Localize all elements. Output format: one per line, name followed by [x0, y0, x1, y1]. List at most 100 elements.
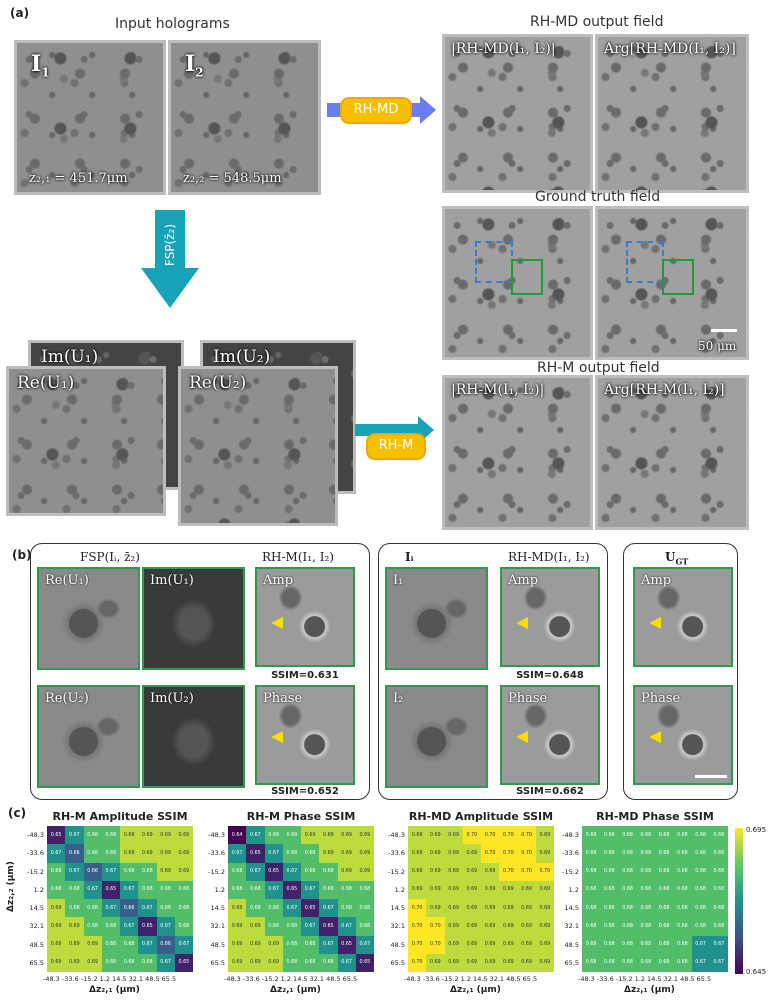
heatmap-cell: 0.69 [156, 844, 175, 863]
heatmap-cell: 0.68 [156, 899, 175, 918]
heatmap-cell: 0.68 [618, 953, 637, 972]
panel-b-group-2 [378, 543, 608, 800]
heatmap-cell: 0.68 [101, 935, 120, 954]
heatmap-cell: 0.68 [618, 862, 637, 881]
heatmap-cell: 0.70 [517, 844, 536, 863]
heatmap-cell: 0.69 [481, 880, 500, 899]
heatmap-cell: 0.70 [499, 826, 518, 845]
heatmap-cell: 0.68 [618, 917, 637, 936]
heatmap-cell: 0.68 [618, 880, 637, 899]
heatmap-cell: 0.68 [264, 917, 283, 936]
heatmap-cell: 0.69 [481, 899, 500, 918]
heatmap-cell: 0.68 [655, 953, 674, 972]
y-tick-label: 1.2 [214, 885, 225, 894]
heatmap-title: RH-MD Phase SSIM [596, 810, 714, 823]
heatmap-cell: 0.68 [174, 899, 193, 918]
heatmap-cell: 0.70 [408, 935, 427, 954]
heatmap-cell: 0.68 [709, 844, 728, 863]
y-tick-label: 14.5 [390, 904, 405, 912]
heatmap-cell: 0.67 [156, 917, 175, 936]
heatmap-cell: 0.68 [120, 935, 139, 954]
rhmd-amp-tile-label: Amp [508, 573, 539, 588]
y-tick-label: 65.5 [564, 958, 579, 967]
scale-bar [711, 329, 737, 332]
heatmap-cell: 0.69 [426, 862, 445, 881]
heatmap-cell: 0.68 [691, 826, 710, 845]
heatmap-cell: 0.68 [709, 862, 728, 881]
heatmap-cell: 0.68 [655, 826, 674, 845]
colorbar [735, 828, 743, 974]
heatmap-cell: 0.67 [138, 935, 157, 954]
heatmap-cell: 0.68 [582, 953, 601, 972]
x-axis-label: Δz₂,₁ (μm) [624, 985, 675, 995]
i2-tile-label: I₂ [393, 691, 404, 706]
rhmd-output-title: RH-MD output field [530, 14, 664, 30]
heatmap-cell: 0.69 [444, 880, 463, 899]
heatmap-cell: 0.67 [282, 899, 301, 918]
heatmap-cell: 0.69 [83, 935, 102, 954]
heatmap-cell: 0.68 [655, 844, 674, 863]
heatmap-cell: 0.69 [426, 899, 445, 918]
heatmap-cell: 0.69 [444, 917, 463, 936]
heatmap-cell: 0.69 [174, 826, 193, 845]
x-tick-labels: -48.3 -33.6 -15.2 1.2 14.5 32.1 48.5 65.… [224, 975, 358, 983]
heatmap-cell: 0.68 [600, 880, 619, 899]
y-tick-label: -33.6 [388, 849, 405, 858]
heatmap-cell: 0.66 [120, 899, 139, 918]
heatmap-cell: 0.66 [65, 844, 84, 863]
heatmap-cell: 0.69 [517, 953, 536, 972]
heatmap-cell: 0.68 [673, 880, 692, 899]
rhm-phase-tile: Phase [255, 685, 355, 785]
heatmap-cell: 0.67 [264, 844, 283, 863]
heatmap-cell: 0.68 [47, 880, 66, 899]
heatmap-cell: 0.68 [101, 953, 120, 972]
heatmap-cell: 0.67 [120, 917, 139, 936]
heatmap-cell: 0.67 [709, 935, 728, 954]
x-axis-label: Δz₂,₁ (μm) [450, 985, 501, 995]
heatmap-cell: 0.68 [120, 862, 139, 881]
ugt-phase-tile: Phase [633, 685, 733, 785]
y-tick-label: -15.2 [562, 867, 579, 876]
heatmap-cell: 0.69 [499, 935, 518, 954]
heatmap-cell: 0.67 [355, 935, 374, 954]
heatmap-cell: 0.68 [301, 844, 320, 863]
panel-b-group-1 [30, 543, 370, 800]
heatmap-cell: 0.68 [65, 880, 84, 899]
heatmap-cell: 0.68 [83, 844, 102, 863]
heatmap-cell: 0.69 [174, 844, 193, 863]
heatmap-cell: 0.69 [535, 935, 554, 954]
heatmap-cell: 0.68 [246, 899, 265, 918]
y-tick-label: 65.5 [210, 958, 225, 967]
heatmap-cell: 0.69 [481, 862, 500, 881]
fsp-label: FSP(z̄₂) [163, 223, 177, 266]
heatmap-cell: 0.69 [426, 844, 445, 863]
heatmap-cell: 0.69 [408, 826, 427, 845]
heatmap-cell: 0.68 [228, 880, 247, 899]
heatmap-cell: 0.70 [462, 826, 481, 845]
heatmap-cell: 0.65 [355, 953, 374, 972]
rhm-amplitude-label: |RH-M(I₁, I₂)| [451, 382, 545, 398]
heatmap-cell: 0.68 [282, 826, 301, 845]
heatmap-cell: 0.68 [600, 826, 619, 845]
heatmap-cell: 0.69 [517, 917, 536, 936]
heatmap-cell: 0.68 [83, 826, 102, 845]
x-tick-labels: -48.3 -33.6 -15.2 1.2 14.5 32.1 48.5 65.… [43, 975, 177, 983]
heatmap-cell: 0.68 [282, 844, 301, 863]
ssim-rhmd-phase: SSIM=0.662 [516, 786, 584, 797]
rhm-amp-tile: Amp [255, 567, 355, 667]
heatmap-cell: 0.68 [582, 917, 601, 936]
heatmap-cell: 0.69 [462, 899, 481, 918]
heatmap-cell: 0.70 [408, 953, 427, 972]
heatmap-cell: 0.69 [301, 826, 320, 845]
rhmd-column-title: RH-MD(I₁, I₂) [508, 550, 590, 564]
heatmap-cell: 0.64 [228, 826, 247, 845]
heatmap-cell: 0.69 [517, 880, 536, 899]
heatmap-cell: 0.68 [709, 880, 728, 899]
rhm-phase-tile-label: Phase [263, 691, 303, 706]
heatmap-cell: 0.70 [408, 917, 427, 936]
heatmap-cell: 0.69 [462, 880, 481, 899]
rhm-amplitude-image: |RH-M(I₁, I₂)| [442, 375, 593, 530]
heatmap-cell: 0.67 [691, 953, 710, 972]
i1-tile-label: I₁ [393, 573, 404, 588]
heatmap-cell: 0.68 [636, 953, 655, 972]
